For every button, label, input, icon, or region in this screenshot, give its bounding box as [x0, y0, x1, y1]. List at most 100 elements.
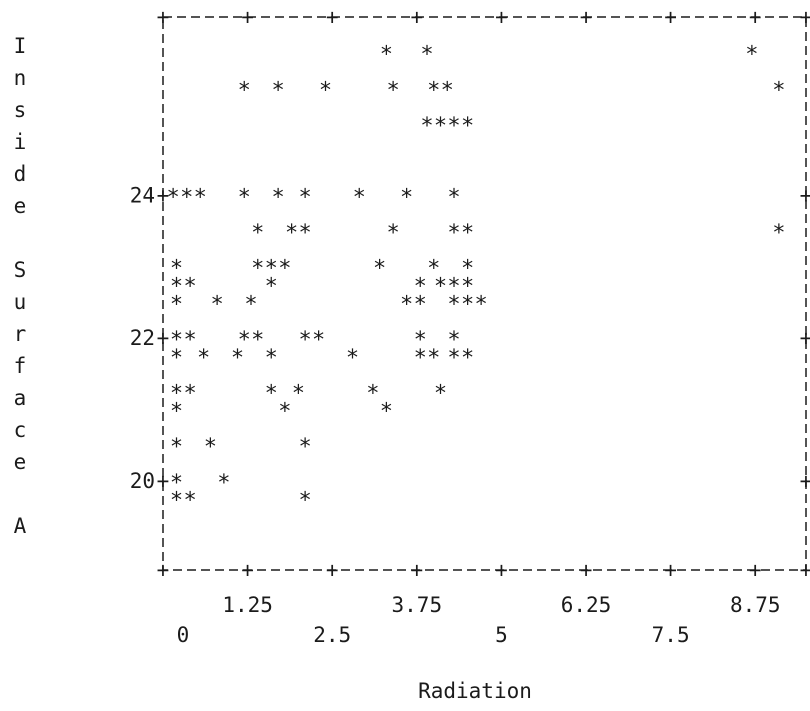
- data-point: *: [265, 382, 278, 407]
- data-point: *: [461, 275, 474, 300]
- data-point: *: [312, 328, 325, 353]
- data-point: *: [204, 435, 217, 460]
- x-tick-mark: +: [495, 5, 508, 29]
- data-point: *: [265, 275, 278, 300]
- data-point: *: [447, 185, 460, 210]
- x-tick-label: 3.75: [392, 593, 443, 617]
- data-point: *: [319, 78, 332, 103]
- y-tick-mark: +: [157, 183, 170, 207]
- data-point: *: [251, 221, 264, 246]
- y-axis-label-letter: I: [14, 34, 27, 58]
- data-point: *: [299, 221, 312, 246]
- x-tick-mark: +: [157, 5, 170, 29]
- x-tick-mark: +: [326, 5, 339, 29]
- data-point: *: [231, 346, 244, 371]
- data-point: *: [387, 221, 400, 246]
- y-tick-mark: +: [157, 469, 170, 493]
- data-point: *: [217, 471, 230, 496]
- data-point: *: [170, 257, 183, 282]
- data-point: *: [447, 346, 460, 371]
- data-point: *: [271, 78, 284, 103]
- data-point: *: [278, 257, 291, 282]
- y-axis-label-letter: c: [14, 418, 27, 442]
- x-tick-label: 1.25: [222, 593, 273, 617]
- y-axis-label-letter: a: [14, 386, 27, 410]
- y-tick-label: 20: [130, 469, 155, 493]
- x-tick-mark: +: [241, 558, 254, 582]
- x-tick-mark: +: [580, 558, 593, 582]
- data-point: *: [299, 328, 312, 353]
- data-point: *: [447, 114, 460, 139]
- y-tick-mark: +: [800, 326, 810, 350]
- y-tick-mark: +: [800, 183, 810, 207]
- data-point: *: [772, 221, 785, 246]
- data-point: *: [353, 185, 366, 210]
- data-point: *: [170, 399, 183, 424]
- data-point: *: [211, 292, 224, 317]
- y-axis-label-letter: n: [14, 66, 27, 90]
- data-point: *: [244, 292, 257, 317]
- y-axis-label-letter: r: [14, 322, 27, 346]
- data-point: *: [167, 185, 180, 210]
- axes: + + + + + + + + + + + + + + + + + + + + + + + +1.25 3.75 6.25 8.75…: [130, 5, 810, 647]
- x-tick-label: 2.5: [313, 623, 351, 647]
- data-point: *: [427, 257, 440, 282]
- data-point: *: [183, 382, 196, 407]
- data-point: *: [441, 78, 454, 103]
- data-point: *: [183, 489, 196, 514]
- y-axis-label-letter: f: [14, 354, 27, 378]
- y-tick-label: 22: [130, 326, 155, 350]
- y-axis-label-letter: A: [14, 514, 27, 538]
- data-point: *: [278, 399, 291, 424]
- x-tick-mark: +: [495, 558, 508, 582]
- data-point: *: [292, 382, 305, 407]
- data-point: *: [170, 489, 183, 514]
- y-axis-label-letter: s: [14, 98, 27, 122]
- data-point: *: [461, 257, 474, 282]
- data-point: *: [238, 78, 251, 103]
- data-point: *: [285, 221, 298, 246]
- x-tick-mark: +: [664, 558, 677, 582]
- data-point: *: [346, 346, 359, 371]
- data-point: *: [400, 292, 413, 317]
- data-point: *: [387, 78, 400, 103]
- data-point: *: [400, 185, 413, 210]
- x-tick-mark: +: [800, 558, 810, 582]
- data-point: *: [366, 382, 379, 407]
- y-axis-label-letter: d: [14, 162, 27, 186]
- x-tick-label: 0: [177, 623, 190, 647]
- y-tick-mark: +: [800, 469, 810, 493]
- x-tick-label: 6.25: [561, 593, 612, 617]
- x-tick-label: 8.75: [730, 593, 781, 617]
- data-point: *: [447, 275, 460, 300]
- data-point: *: [414, 275, 427, 300]
- data-point: *: [461, 292, 474, 317]
- y-axis-label-letter: u: [14, 290, 27, 314]
- data-point: *: [170, 328, 183, 353]
- data-point: *: [414, 328, 427, 353]
- x-tick-mark: +: [800, 5, 810, 29]
- data-point: *: [194, 185, 207, 210]
- y-tick-mark: +: [157, 326, 170, 350]
- data-point: *: [420, 114, 433, 139]
- data-point: *: [265, 346, 278, 371]
- data-point: *: [427, 78, 440, 103]
- plot-frame: [162, 16, 807, 571]
- data-point: *: [434, 275, 447, 300]
- x-axis-label: Radiation: [418, 679, 532, 703]
- data-point: *: [414, 292, 427, 317]
- data-point: *: [251, 257, 264, 282]
- x-tick-mark: +: [580, 5, 593, 29]
- data-point: *: [299, 489, 312, 514]
- y-axis-label-letter: e: [14, 450, 27, 474]
- x-tick-mark: +: [749, 558, 762, 582]
- x-tick-mark: +: [664, 5, 677, 29]
- data-point: *: [271, 185, 284, 210]
- data-point: *: [373, 257, 386, 282]
- data-point: *: [461, 346, 474, 371]
- data-point: *: [180, 185, 193, 210]
- x-tick-mark: +: [241, 5, 254, 29]
- data-point: *: [251, 328, 264, 353]
- data-point: *: [183, 328, 196, 353]
- data-point: *: [170, 346, 183, 371]
